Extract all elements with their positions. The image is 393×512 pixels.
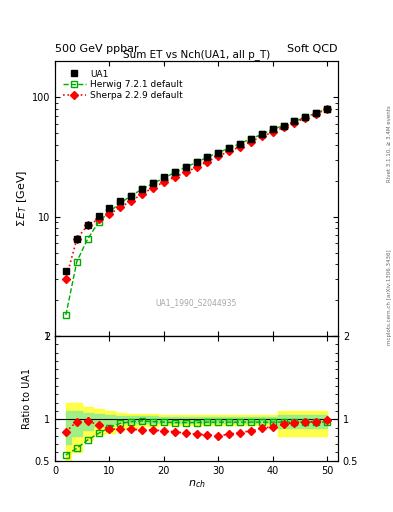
Herwig 7.2.1 default xyxy=(281,122,286,129)
UA1 xyxy=(118,198,123,204)
UA1 xyxy=(140,186,145,192)
Herwig 7.2.1 default xyxy=(325,106,329,112)
Sherpa 2.2.9 default xyxy=(74,236,79,242)
Title: Sum ET vs Nch(UA1, all p_T): Sum ET vs Nch(UA1, all p_T) xyxy=(123,49,270,60)
Sherpa 2.2.9 default xyxy=(270,129,275,135)
Sherpa 2.2.9 default xyxy=(151,185,155,191)
Herwig 7.2.1 default xyxy=(292,118,297,124)
UA1 xyxy=(96,212,101,219)
UA1 xyxy=(151,180,155,186)
UA1 xyxy=(64,268,68,274)
UA1 xyxy=(303,114,308,120)
Herwig 7.2.1 default xyxy=(64,312,68,318)
UA1 xyxy=(216,150,220,156)
Herwig 7.2.1 default xyxy=(216,150,220,156)
UA1 xyxy=(173,169,177,176)
Sherpa 2.2.9 default xyxy=(238,144,242,150)
Sherpa 2.2.9 default xyxy=(292,119,297,125)
Sherpa 2.2.9 default xyxy=(64,276,68,282)
UA1 xyxy=(281,122,286,129)
Sherpa 2.2.9 default xyxy=(96,216,101,222)
Sherpa 2.2.9 default xyxy=(216,153,220,159)
Sherpa 2.2.9 default xyxy=(314,111,319,117)
Herwig 7.2.1 default xyxy=(74,259,79,265)
Sherpa 2.2.9 default xyxy=(183,169,188,176)
Herwig 7.2.1 default xyxy=(205,154,210,160)
Sherpa 2.2.9 default xyxy=(162,179,166,185)
Sherpa 2.2.9 default xyxy=(107,211,112,217)
UA1 xyxy=(85,222,90,228)
Herwig 7.2.1 default xyxy=(314,110,319,116)
Sherpa 2.2.9 default xyxy=(129,198,134,204)
Herwig 7.2.1 default xyxy=(107,209,112,215)
Herwig 7.2.1 default xyxy=(259,131,264,137)
Herwig 7.2.1 default xyxy=(248,136,253,142)
Sherpa 2.2.9 default xyxy=(259,134,264,140)
Legend: UA1, Herwig 7.2.1 default, Sherpa 2.2.9 default: UA1, Herwig 7.2.1 default, Sherpa 2.2.9 … xyxy=(59,66,187,104)
Sherpa 2.2.9 default xyxy=(227,148,231,154)
UA1 xyxy=(162,174,166,180)
Sherpa 2.2.9 default xyxy=(118,204,123,210)
Herwig 7.2.1 default xyxy=(129,193,134,199)
X-axis label: $n_{ch}$: $n_{ch}$ xyxy=(187,478,206,490)
Text: Soft QCD: Soft QCD xyxy=(288,44,338,54)
Text: 500 GeV ppbar: 500 GeV ppbar xyxy=(55,44,139,54)
Herwig 7.2.1 default xyxy=(194,159,199,165)
Y-axis label: Ratio to UA1: Ratio to UA1 xyxy=(22,368,32,429)
Herwig 7.2.1 default xyxy=(85,236,90,242)
UA1 xyxy=(259,131,264,137)
UA1 xyxy=(194,159,199,165)
UA1 xyxy=(74,236,79,242)
Herwig 7.2.1 default xyxy=(238,140,242,146)
Herwig 7.2.1 default xyxy=(96,219,101,225)
Text: mcplots.cern.ch [arXiv:1306.3436]: mcplots.cern.ch [arXiv:1306.3436] xyxy=(387,249,392,345)
UA1 xyxy=(325,106,329,112)
UA1 xyxy=(129,193,134,199)
UA1 xyxy=(292,118,297,124)
Herwig 7.2.1 default xyxy=(151,180,155,186)
UA1 xyxy=(107,205,112,211)
UA1 xyxy=(314,110,319,116)
Sherpa 2.2.9 default xyxy=(140,191,145,197)
Sherpa 2.2.9 default xyxy=(248,139,253,145)
Line: Sherpa 2.2.9 default: Sherpa 2.2.9 default xyxy=(63,106,330,282)
UA1 xyxy=(238,140,242,146)
UA1 xyxy=(227,145,231,151)
Herwig 7.2.1 default xyxy=(303,114,308,120)
Text: UA1_1990_S2044935: UA1_1990_S2044935 xyxy=(156,298,237,308)
Herwig 7.2.1 default xyxy=(183,164,188,170)
Sherpa 2.2.9 default xyxy=(281,124,286,131)
Y-axis label: $\Sigma\,E_T$ [GeV]: $\Sigma\,E_T$ [GeV] xyxy=(15,170,29,227)
Sherpa 2.2.9 default xyxy=(303,115,308,121)
Sherpa 2.2.9 default xyxy=(85,222,90,228)
UA1 xyxy=(270,126,275,133)
Herwig 7.2.1 default xyxy=(227,145,231,151)
Sherpa 2.2.9 default xyxy=(205,158,210,164)
UA1 xyxy=(205,154,210,160)
Herwig 7.2.1 default xyxy=(118,200,123,206)
Sherpa 2.2.9 default xyxy=(173,174,177,180)
Herwig 7.2.1 default xyxy=(270,126,275,133)
Line: Herwig 7.2.1 default: Herwig 7.2.1 default xyxy=(62,105,331,318)
Herwig 7.2.1 default xyxy=(173,169,177,176)
Herwig 7.2.1 default xyxy=(162,175,166,181)
Sherpa 2.2.9 default xyxy=(325,106,329,112)
Text: Rivet 3.1.10, ≥ 3.4M events: Rivet 3.1.10, ≥ 3.4M events xyxy=(387,105,392,182)
Sherpa 2.2.9 default xyxy=(194,164,199,170)
Line: UA1: UA1 xyxy=(62,105,331,274)
Herwig 7.2.1 default xyxy=(140,186,145,192)
UA1 xyxy=(183,164,188,170)
UA1 xyxy=(248,136,253,142)
